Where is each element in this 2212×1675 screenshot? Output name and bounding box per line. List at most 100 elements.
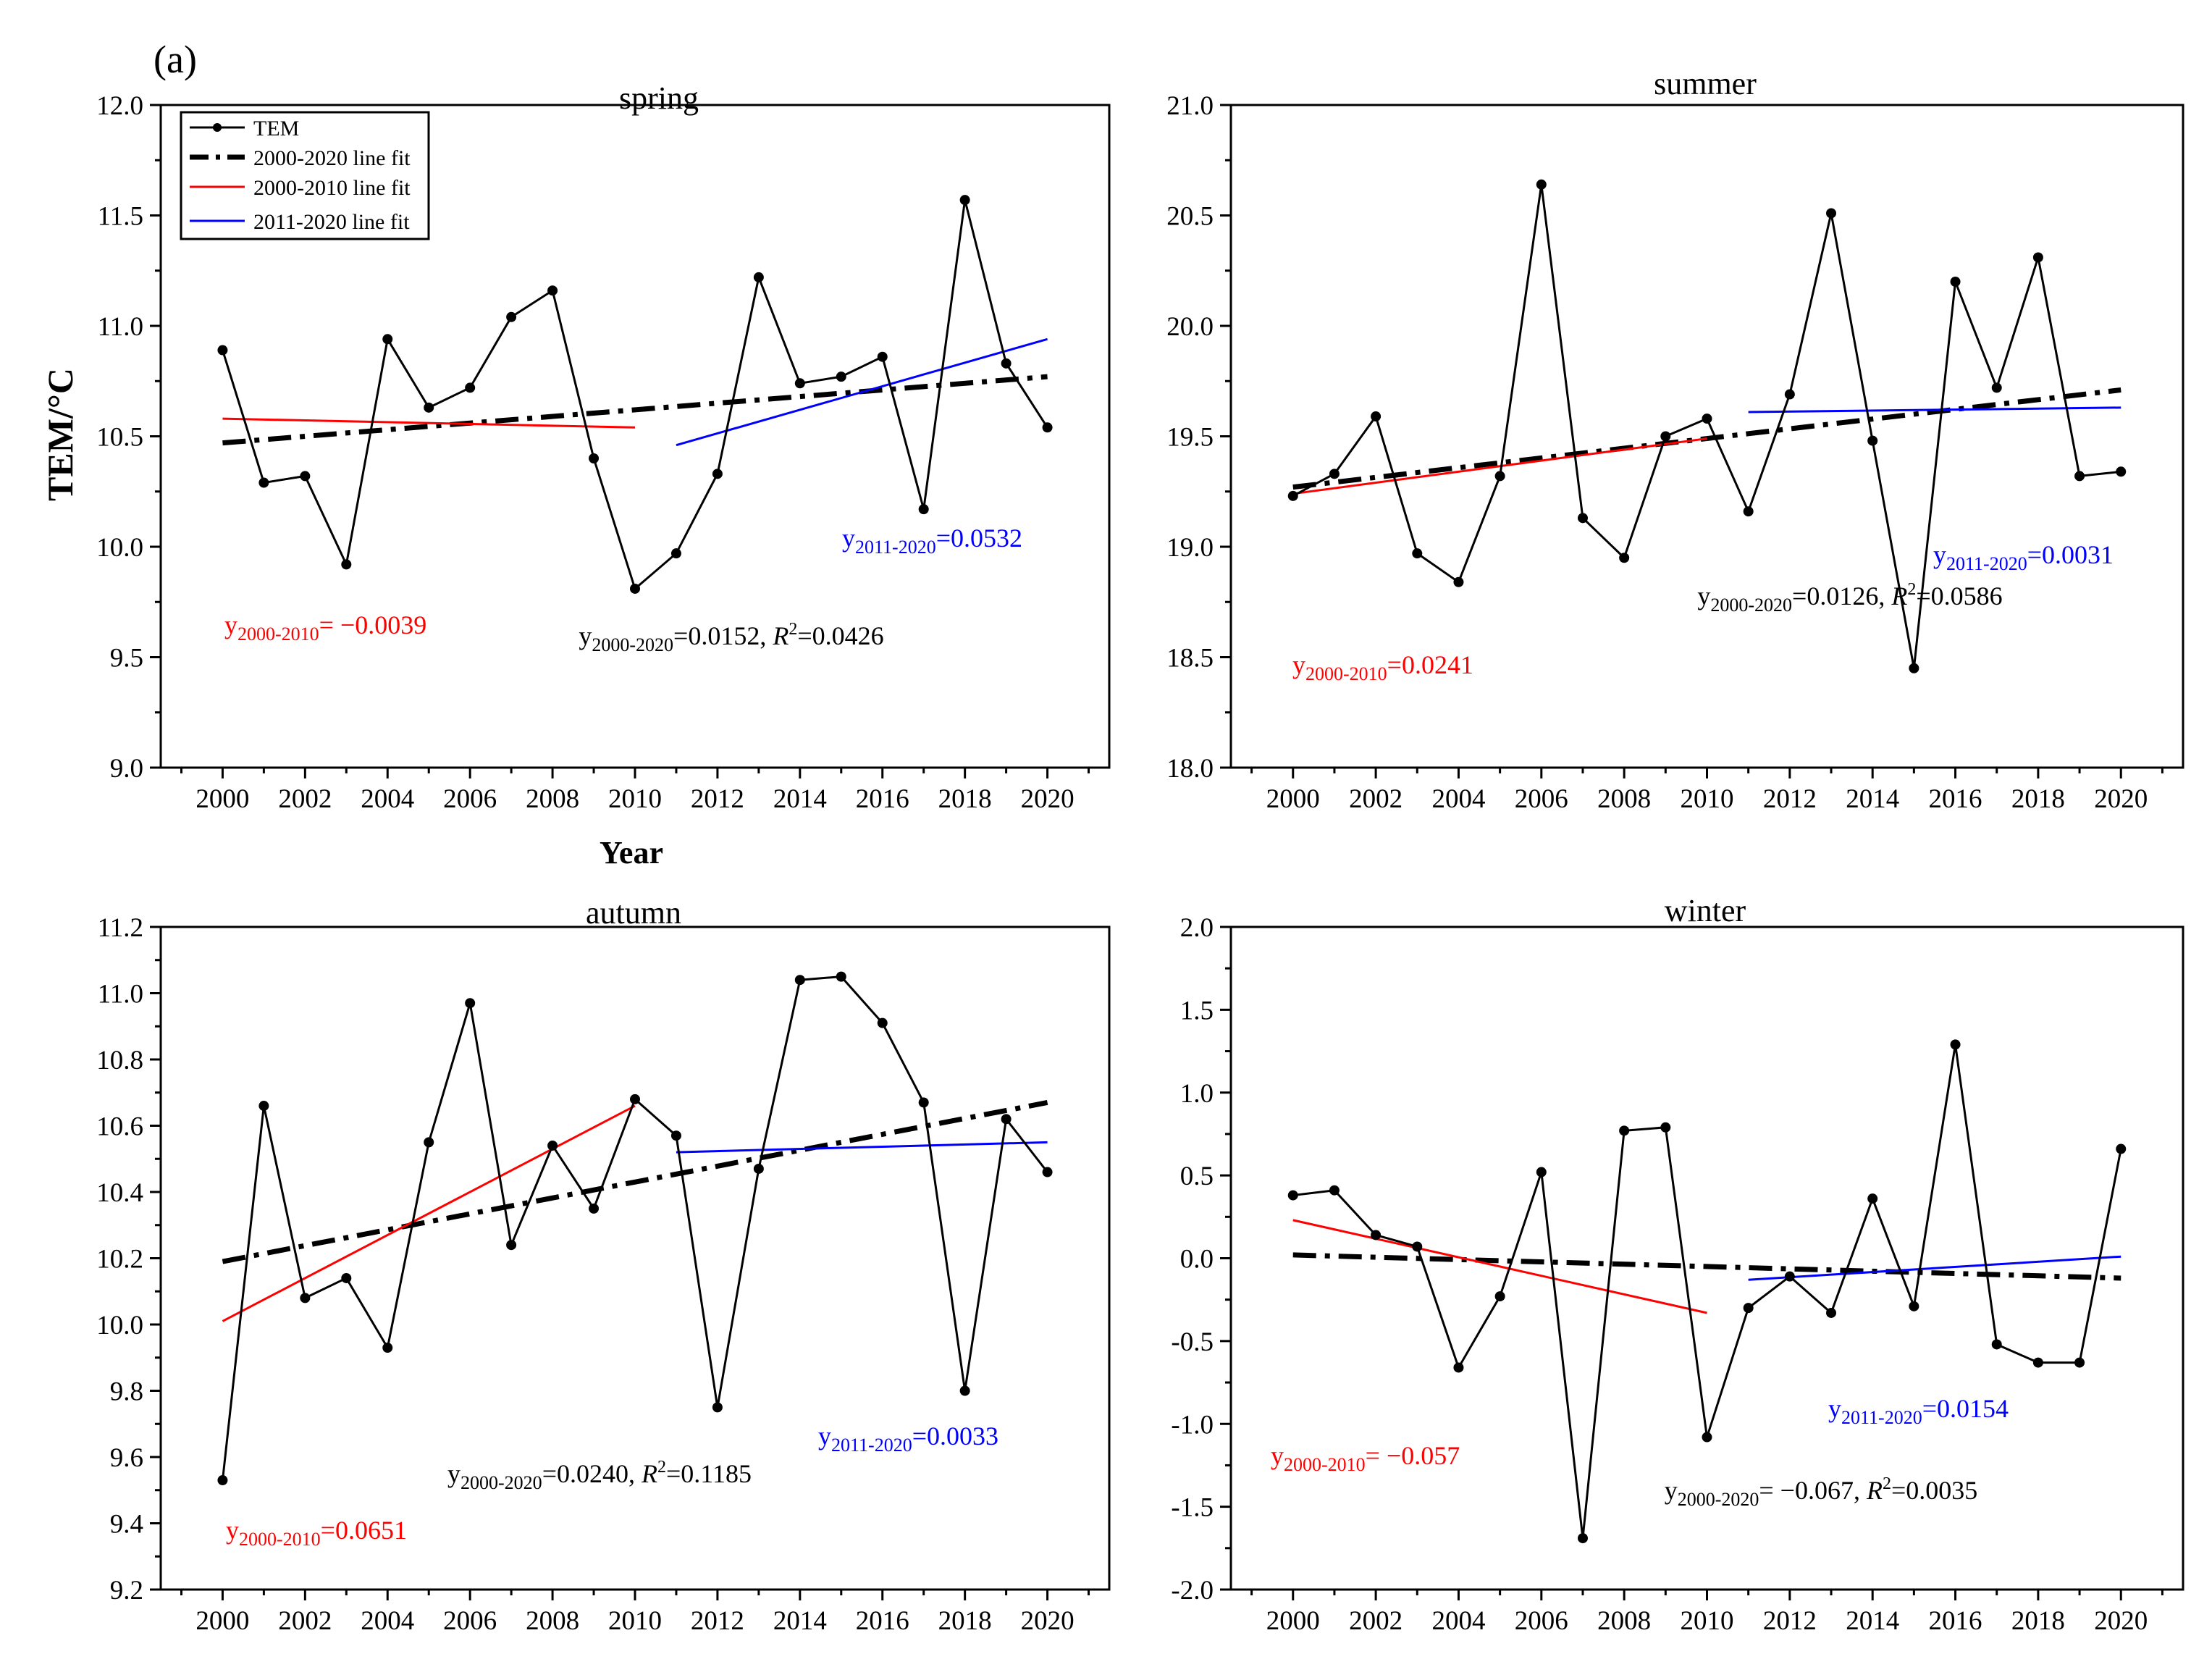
annotation-main: y bbox=[818, 1422, 831, 1451]
y-tick-label: -0.5 bbox=[1171, 1327, 1214, 1357]
annotation-main: y bbox=[579, 621, 592, 650]
tem-data-point bbox=[753, 272, 764, 282]
x-tick-label: 2002 bbox=[278, 1606, 332, 1636]
tem-data-point bbox=[959, 195, 970, 206]
tem-data-point bbox=[1453, 576, 1464, 587]
x-tick-label: 2020 bbox=[2094, 784, 2148, 814]
tem-data-point bbox=[2116, 466, 2127, 477]
x-tick-label: 2010 bbox=[608, 1606, 662, 1636]
y-tick-label: 19.5 bbox=[1166, 423, 1214, 453]
annotation-r-value: =0.1185 bbox=[666, 1459, 752, 1488]
annotation-value: =0.0532 bbox=[936, 524, 1022, 553]
annotation-main: y bbox=[842, 524, 855, 553]
x-tick-label: 2016 bbox=[1929, 1606, 1982, 1636]
annotation-late: y2011-2020=0.0154 bbox=[1828, 1394, 2009, 1428]
annotation-main: y bbox=[226, 1516, 239, 1545]
x-tick-label: 2000 bbox=[1266, 784, 1320, 814]
tem-data-point bbox=[1950, 277, 1961, 287]
panel-label: (a) bbox=[154, 38, 197, 81]
fit-line-late bbox=[1748, 406, 2121, 413]
tem-data-point bbox=[1991, 1339, 2002, 1350]
fit-line-early bbox=[1292, 437, 1707, 495]
tem-data-point bbox=[836, 371, 846, 382]
tem-data-point bbox=[2032, 252, 2043, 263]
tem-data-point bbox=[1001, 1114, 1012, 1125]
panel-winter: winter -2.0 -1.5 -1.0 -0.5 0.0 0.5 1.0 1.5 2.0 200… bbox=[1171, 893, 2184, 1636]
y-tick-label: -1.5 bbox=[1171, 1493, 1214, 1523]
tem-data-point bbox=[217, 345, 228, 356]
tem-data-point bbox=[1287, 1190, 1298, 1201]
x-tick-label: 2018 bbox=[938, 784, 992, 814]
y-tick-label: -2.0 bbox=[1171, 1576, 1214, 1605]
x-tick-label: 2012 bbox=[691, 1606, 744, 1636]
tem-data-point bbox=[506, 311, 517, 322]
tem-data-point bbox=[959, 1385, 970, 1396]
annotation-r: R bbox=[1891, 582, 1907, 610]
annotation-r: R bbox=[641, 1459, 657, 1488]
tem-data-point bbox=[877, 1017, 888, 1028]
annotation-late: y2011-2020=0.0031 bbox=[1933, 540, 2114, 574]
annotation-value: =0.0240, bbox=[542, 1459, 642, 1488]
tem-data-point bbox=[341, 1272, 352, 1283]
x-tick-label: 2018 bbox=[2011, 784, 2065, 814]
tem-data-point bbox=[1287, 490, 1298, 501]
fit-line-early bbox=[222, 1104, 636, 1322]
annotation-early: y2000-2010= −0.057 bbox=[1271, 1441, 1460, 1475]
y-tick-label: 0.0 bbox=[1180, 1245, 1214, 1275]
x-tick-label: 2002 bbox=[1349, 784, 1403, 814]
x-tick-label: 2020 bbox=[1021, 784, 1075, 814]
x-tick-label: 2004 bbox=[361, 1606, 414, 1636]
annotation-subscript: 2011-2020 bbox=[855, 537, 936, 558]
y-tick-label: 12.0 bbox=[96, 91, 143, 121]
x-tick-label: 2012 bbox=[1763, 784, 1817, 814]
annotation-subscript: 2011-2020 bbox=[1946, 553, 2027, 574]
tem-data-point bbox=[1867, 1193, 1878, 1204]
annotation-value: =0.0241 bbox=[1387, 650, 1473, 679]
annotation-all: y2000-2020=0.0126, R2=0.0586 bbox=[1697, 580, 2002, 616]
annotation-value: =0.0152, bbox=[673, 621, 773, 650]
x-tick-label: 2004 bbox=[361, 784, 414, 814]
x-tick-label: 2004 bbox=[1431, 1606, 1485, 1636]
annotation-superscript: 2 bbox=[1907, 580, 1916, 599]
tem-data-point bbox=[589, 1203, 600, 1214]
y-tick-label: 9.5 bbox=[110, 644, 143, 673]
tem-data-point bbox=[589, 453, 600, 463]
annotation-subscript: 2000-2020 bbox=[1678, 1489, 1759, 1510]
tem-data-point bbox=[670, 1130, 681, 1141]
y-tick-label: 19.0 bbox=[1166, 533, 1214, 563]
tem-data-point bbox=[753, 1163, 764, 1174]
tem-data-point bbox=[1867, 435, 1878, 446]
y-tick-label: 10.4 bbox=[96, 1178, 143, 1208]
annotation-main: y bbox=[224, 610, 237, 639]
tem-data-point bbox=[1826, 208, 1837, 219]
x-tick-label: 2014 bbox=[1846, 1606, 1899, 1636]
x-tick-label: 2002 bbox=[1349, 1606, 1403, 1636]
y-axis-label: TEM/°C bbox=[40, 368, 80, 501]
fit-line-early bbox=[1292, 1219, 1707, 1314]
y-tick-label: 20.0 bbox=[1166, 312, 1214, 342]
y-tick-label: 10.0 bbox=[96, 1311, 143, 1340]
tem-data-point bbox=[1950, 1039, 1961, 1050]
x-tick-label: 2014 bbox=[1846, 784, 1899, 814]
x-tick-label: 2014 bbox=[773, 1606, 827, 1636]
annotation-value: =0.0033 bbox=[912, 1422, 998, 1451]
tem-data-point bbox=[712, 1402, 723, 1413]
tem-data-point bbox=[1371, 411, 1382, 422]
x-tick-label: 2000 bbox=[195, 784, 249, 814]
y-tick-label: 11.2 bbox=[98, 913, 143, 943]
tem-data-point bbox=[547, 285, 558, 296]
tem-data-point bbox=[258, 477, 269, 488]
y-tick-label: 18.5 bbox=[1166, 644, 1214, 673]
tem-data-point bbox=[836, 971, 846, 982]
panel-summer: summer 18.0 18.5 19.0 19.5 20.0 20.5 21.0 2000 20… bbox=[1166, 66, 2184, 814]
annotation-early: y2000-2010=0.0241 bbox=[1292, 650, 1473, 684]
tem-data-point bbox=[1042, 422, 1053, 433]
x-tick-label: 2016 bbox=[1929, 784, 1982, 814]
y-tick-label: 9.4 bbox=[110, 1510, 143, 1540]
y-tick-label: 21.0 bbox=[1166, 91, 1214, 121]
tem-data-point bbox=[217, 1475, 228, 1486]
fit-line-late bbox=[1748, 1255, 2121, 1281]
annotation-value: = −0.067, bbox=[1759, 1476, 1867, 1505]
annotation-all: y2000-2020=0.0152, R2=0.0426 bbox=[579, 620, 883, 655]
tem-data-point bbox=[547, 1140, 558, 1151]
